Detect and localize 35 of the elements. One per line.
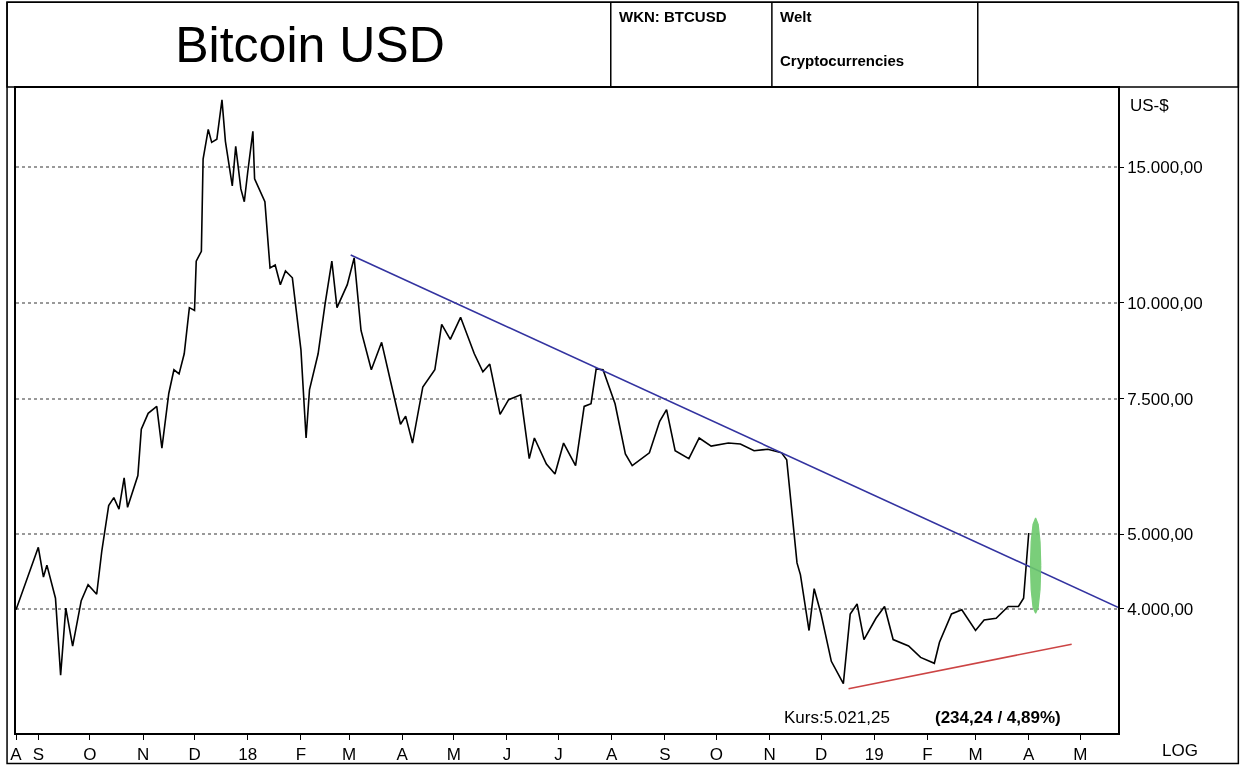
x-tick-label: J xyxy=(554,745,563,765)
y-axis-title: US-$ xyxy=(1130,96,1170,115)
x-tick-label: F xyxy=(922,745,933,765)
x-tick-label: M xyxy=(341,745,357,765)
x-tick-label: M xyxy=(446,745,461,765)
annotation: (234,24 / 4,89%) xyxy=(935,708,1061,727)
text: LOG xyxy=(1162,741,1198,760)
x-tick-label: 18 xyxy=(238,745,258,765)
x-tick-label: S xyxy=(32,745,44,765)
x-tick-label: N xyxy=(136,745,150,765)
x-tick-label: D xyxy=(814,745,828,765)
x-tick-label: D xyxy=(188,745,201,765)
y-tick-label: 10.000,00 xyxy=(1127,293,1203,313)
y-tick-label: 4.000,00 xyxy=(1127,599,1194,619)
x-tick-label: S xyxy=(659,745,671,765)
annotation: Kurs:5.021,25 xyxy=(784,708,890,727)
chart-title: Bitcoin USD xyxy=(175,16,445,73)
text: Cryptocurrencies xyxy=(780,52,905,69)
y-tick-label: 7.500,00 xyxy=(1127,389,1194,409)
x-tick-label: O xyxy=(83,745,97,765)
text: WKN: BTCUSD xyxy=(619,8,727,25)
x-tick-label: O xyxy=(709,745,723,765)
x-tick-label: A xyxy=(396,745,409,765)
x-tick-label: F xyxy=(295,745,307,765)
x-tick-label: A xyxy=(10,745,23,765)
x-tick-label: M xyxy=(1073,745,1088,765)
x-tick-label: 19 xyxy=(864,745,884,765)
text: Welt xyxy=(780,8,812,25)
x-tick-label: A xyxy=(1023,745,1036,765)
y-tick-label: 5.000,00 xyxy=(1127,525,1194,545)
x-tick-label: N xyxy=(763,745,776,765)
y-tick-label: 15.000,00 xyxy=(1127,157,1203,177)
x-tick-label: J xyxy=(502,745,512,765)
x-tick-label: A xyxy=(605,745,618,765)
x-tick-label: M xyxy=(968,745,983,765)
